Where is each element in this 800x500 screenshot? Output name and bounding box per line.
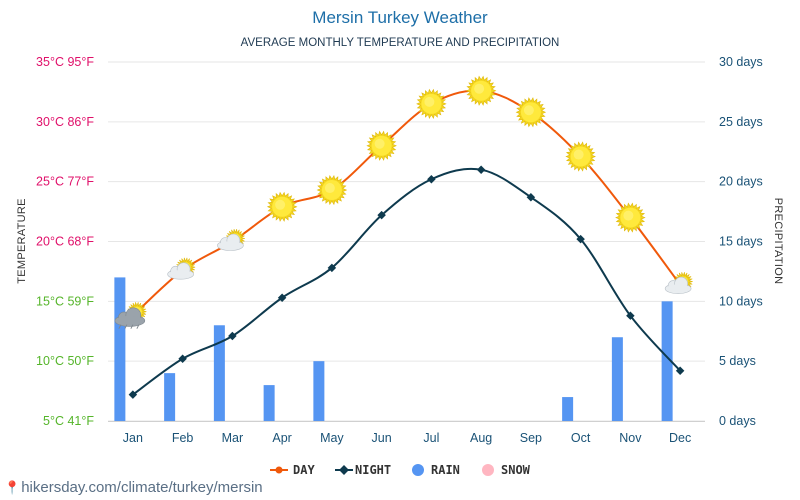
x-tick-label: Oct bbox=[571, 431, 591, 445]
night-point[interactable] bbox=[327, 263, 337, 273]
y-tick-label-right: 10 days bbox=[719, 294, 763, 308]
night-point[interactable] bbox=[228, 331, 237, 341]
night-point[interactable] bbox=[427, 175, 436, 184]
night-point[interactable] bbox=[128, 390, 138, 399]
day-line bbox=[132, 89, 681, 317]
x-tick-label: Aug bbox=[470, 431, 492, 445]
sun-icon bbox=[416, 88, 447, 119]
legend-night-marker bbox=[339, 465, 349, 475]
rain-bar[interactable] bbox=[611, 337, 623, 421]
source-url: hikersday.com/climate/turkey/mersin bbox=[21, 479, 263, 496]
y-tick-label-left: 25°C 77°F bbox=[36, 175, 94, 189]
y-tick-label-right: 5 days bbox=[719, 354, 756, 368]
sun-cloud-icon bbox=[217, 228, 245, 251]
rain-bar[interactable] bbox=[213, 325, 225, 421]
rain-bar[interactable] bbox=[164, 373, 176, 421]
y-tick-label-right: 25 days bbox=[719, 115, 763, 129]
sun-cloud-icon bbox=[167, 257, 196, 280]
chart-title: Mersin Turkey Weather bbox=[312, 8, 488, 27]
sun-icon bbox=[565, 141, 596, 172]
night-point[interactable] bbox=[675, 366, 685, 375]
x-tick-label: Jun bbox=[372, 431, 392, 445]
temperature-lines bbox=[128, 89, 685, 399]
night-point[interactable] bbox=[377, 210, 386, 220]
rain-bar[interactable] bbox=[114, 277, 126, 421]
gridlines bbox=[108, 61, 705, 422]
x-tick-label: Apr bbox=[272, 431, 291, 445]
sun-icon bbox=[515, 97, 547, 128]
y-tick-label-left: 10°C 50°F bbox=[36, 354, 94, 368]
y-tick-label-left: 15°C 59°F bbox=[36, 294, 94, 308]
x-axis-ticks: Jan Feb Mar Apr May Jun Jul Aug Sep Oct Nov Dec bbox=[123, 431, 691, 445]
sun-cloud-icon bbox=[664, 272, 693, 294]
weather-icons bbox=[114, 75, 693, 329]
x-tick-label: Jul bbox=[423, 431, 439, 445]
rain-bar[interactable] bbox=[562, 397, 574, 421]
y-tick-label-right: 30 days bbox=[719, 55, 763, 69]
sun-icon bbox=[316, 174, 348, 206]
rain-bar[interactable] bbox=[661, 301, 673, 421]
night-point[interactable] bbox=[626, 311, 635, 320]
y-tick-label-right: 20 days bbox=[719, 175, 763, 189]
legend-night-label: NIGHT bbox=[355, 463, 391, 477]
y-tick-label-right: 15 days bbox=[719, 235, 763, 249]
right-axis-ticks: 30 days 25 days 20 days 15 days 10 days 5 day… bbox=[719, 55, 763, 428]
sun-icon bbox=[615, 202, 646, 233]
left-axis-ticks: 35°C 95°F 30°C 86°F 25°C 77°F 20°C 68°F 15°C… bbox=[36, 55, 94, 428]
x-tick-label: Dec bbox=[669, 431, 691, 445]
legend: DAY NIGHT RAIN SNOW bbox=[270, 463, 531, 477]
x-tick-label: Feb bbox=[172, 431, 194, 445]
x-tick-label: Jan bbox=[123, 431, 143, 445]
night-point[interactable] bbox=[178, 354, 187, 364]
legend-day-marker bbox=[275, 466, 283, 474]
location-pin-icon: 📍 bbox=[4, 480, 21, 495]
legend-item-day[interactable]: DAY bbox=[270, 463, 315, 477]
night-point[interactable] bbox=[277, 293, 287, 302]
source-watermark[interactable]: 📍hikersday.com/climate/turkey/mersin bbox=[4, 479, 263, 496]
y-tick-label-left: 20°C 68°F bbox=[36, 235, 94, 249]
y-tick-label-left: 5°C 41°F bbox=[43, 414, 94, 428]
x-tick-label: May bbox=[320, 431, 344, 445]
x-tick-label: Mar bbox=[222, 431, 244, 445]
y-axis-title-right: PRECIPITATION bbox=[772, 198, 784, 285]
x-tick-label: Sep bbox=[520, 431, 542, 445]
chart-subtitle: AVERAGE MONTHLY TEMPERATURE AND PRECIPIT… bbox=[241, 37, 560, 49]
y-tick-label-left: 35°C 95°F bbox=[36, 55, 94, 69]
sun-cloud-rain-icon bbox=[114, 302, 147, 329]
rain-bar[interactable] bbox=[313, 361, 325, 421]
legend-item-rain[interactable]: RAIN bbox=[412, 463, 460, 477]
y-axis-title-left: TEMPERATURE bbox=[16, 198, 28, 284]
sun-icon bbox=[266, 191, 298, 222]
sun-icon bbox=[366, 130, 397, 161]
sun-icon bbox=[465, 75, 497, 106]
legend-rain-label: RAIN bbox=[431, 463, 460, 477]
legend-day-label: DAY bbox=[293, 463, 315, 477]
y-tick-label-right: 0 days bbox=[719, 414, 756, 428]
legend-snow-label: SNOW bbox=[501, 463, 531, 477]
night-point[interactable] bbox=[476, 165, 486, 174]
x-tick-label: Nov bbox=[619, 431, 642, 445]
rain-bar[interactable] bbox=[263, 385, 275, 421]
legend-snow-marker bbox=[482, 464, 494, 476]
rain-bars bbox=[114, 277, 673, 421]
y-tick-label-left: 30°C 86°F bbox=[36, 115, 94, 129]
legend-item-snow[interactable]: SNOW bbox=[482, 463, 531, 477]
legend-rain-marker bbox=[412, 464, 424, 476]
legend-item-night[interactable]: NIGHT bbox=[335, 463, 391, 477]
